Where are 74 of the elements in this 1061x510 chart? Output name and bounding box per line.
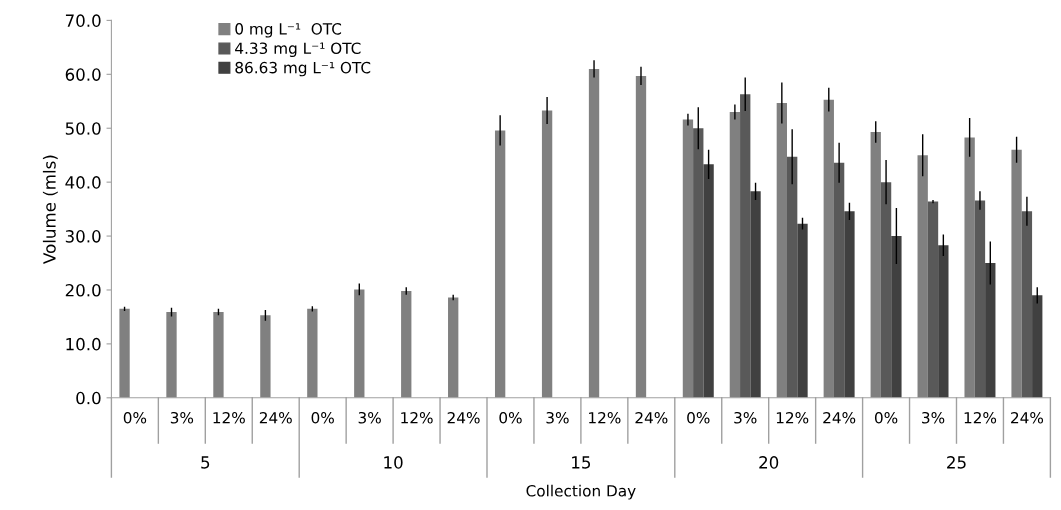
text: 5 <box>201 456 210 469</box>
y-tick-label: 0.0 <box>76 391 101 405</box>
legend-label: 0 mg L⁻¹ OTC <box>235 23 342 38</box>
x-tick-label: 0% <box>311 411 334 424</box>
bar <box>703 164 714 398</box>
legend-label: 4.33 mg L⁻¹ OTC <box>235 42 361 57</box>
text: 25 <box>947 456 966 469</box>
y-tick-label: 60.0 <box>65 68 101 81</box>
bar <box>307 308 318 398</box>
x-tick-label: 12% <box>964 411 997 424</box>
x-tick-label: 12% <box>589 411 621 424</box>
y-tick-label: 50.0 <box>65 122 101 135</box>
bar <box>740 94 751 398</box>
bar <box>635 75 647 398</box>
bar <box>494 130 506 398</box>
x-tick-label: 12% <box>776 411 809 424</box>
x-tick-label: 3% <box>922 411 945 424</box>
y-tick-label: 20.0 <box>65 283 101 297</box>
bar <box>729 112 741 398</box>
x-tick-label: 0% <box>874 411 898 424</box>
x-tick-label: 0% <box>123 411 147 424</box>
bar <box>119 308 130 398</box>
bar <box>964 137 975 398</box>
bar <box>927 201 939 398</box>
bar <box>166 312 177 398</box>
bar <box>787 156 798 398</box>
bar <box>693 128 704 398</box>
x-tick-label: 24% <box>259 411 292 424</box>
bar <box>974 200 986 398</box>
y-tick-label: 40.0 <box>65 176 101 189</box>
x-tick-label: 12% <box>213 411 245 424</box>
bar <box>1032 295 1043 398</box>
bar <box>682 119 694 398</box>
bar <box>797 223 808 398</box>
bar <box>213 312 224 398</box>
x-tick-label: 24% <box>1011 411 1044 424</box>
bar <box>823 99 834 398</box>
bar <box>833 162 845 398</box>
bar <box>880 182 892 398</box>
x-tick-label: 12% <box>401 411 433 424</box>
x-tick-label: 3% <box>170 411 194 424</box>
y-tick-label: 10.0 <box>66 337 101 351</box>
bar <box>448 297 459 398</box>
x-tick-label: 3% <box>734 411 757 424</box>
y-tick-label: 70.0 <box>65 14 101 27</box>
text: 15 <box>572 456 591 469</box>
x-tick-label: 0% <box>687 411 710 424</box>
bar <box>1021 211 1033 398</box>
bar <box>401 291 412 398</box>
bar <box>985 263 996 398</box>
x-tick-label: 24% <box>635 411 668 424</box>
x-tick-label: 0% <box>499 411 522 424</box>
text: 20 <box>759 456 779 469</box>
legend-label: 86.63 mg L⁻¹ OTC <box>235 61 371 77</box>
y-axis-title: Volume (mls) <box>42 155 58 264</box>
bar <box>938 245 949 398</box>
bar <box>354 289 365 398</box>
bar <box>870 132 881 398</box>
bar <box>917 155 928 398</box>
text: 10 <box>384 456 403 469</box>
x-tick-label: 3% <box>546 411 569 424</box>
y-tick-label: 30.0 <box>65 230 101 243</box>
bar <box>1011 149 1022 398</box>
bar <box>776 102 787 398</box>
bar <box>844 211 855 398</box>
bar <box>260 315 271 398</box>
x-tick-label: 24% <box>823 411 856 424</box>
x-axis-title: Collection Day <box>526 484 636 500</box>
bar <box>541 110 553 398</box>
bar <box>588 68 600 398</box>
bar <box>891 236 902 398</box>
bar <box>750 191 761 398</box>
x-tick-label: 24% <box>447 411 480 424</box>
x-tick-label: 3% <box>358 411 381 424</box>
